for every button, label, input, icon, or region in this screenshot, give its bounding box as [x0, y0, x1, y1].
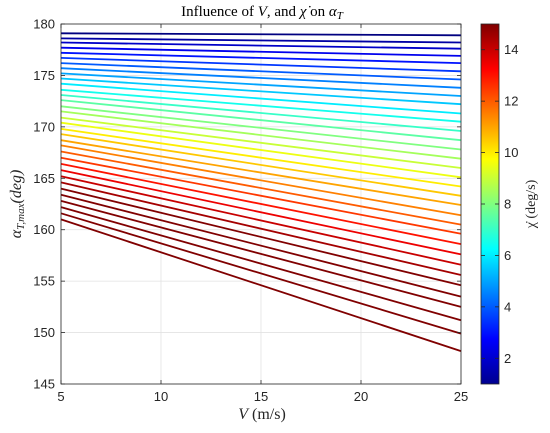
y-ticks: 145 150 155 160 165 170 175 180: [33, 17, 461, 392]
series-line-4: [60, 51, 462, 64]
series-line-24: [60, 163, 462, 245]
series-line-7: [60, 67, 462, 89]
y-tick-label: 165: [33, 171, 55, 186]
x-tick-label: 20: [354, 389, 368, 404]
colorbar-tick-label: 8: [504, 197, 511, 212]
series-line-20: [60, 139, 462, 206]
series-line-17: [60, 121, 462, 179]
series-line-26: [60, 175, 462, 266]
series-line-32: [60, 212, 462, 335]
series-line-12: [60, 94, 462, 132]
series-line-21: [60, 144, 462, 217]
x-ticks: 5 10 15 20 25: [57, 24, 468, 404]
colorbar-tick-label: 6: [504, 248, 511, 263]
y-tick-label: 145: [33, 377, 55, 392]
series-line-31: [60, 206, 462, 322]
chart-title: Influence of V, and χ̇ on αT: [181, 4, 344, 22]
y-tick-label: 180: [33, 17, 55, 32]
series-line-6: [60, 62, 462, 81]
colorbar-label: χ̇ (deg/s): [524, 179, 539, 229]
colorbar-tick-label: 4: [504, 299, 511, 314]
series-line-2: [60, 41, 462, 50]
series-line-3: [60, 46, 462, 57]
colorbar-tick-label: 12: [504, 94, 518, 109]
y-tick-label: 155: [33, 274, 55, 289]
y-axis-label: αT,max(deg): [8, 170, 27, 239]
series-line-9: [60, 77, 462, 106]
series-line-14: [60, 105, 462, 151]
series-line-8: [60, 72, 462, 97]
colorbar-tick-label: 14: [504, 42, 518, 57]
colorbar-tick-label: 2: [504, 351, 511, 366]
x-tick-label: 15: [254, 389, 268, 404]
series-line-30: [60, 200, 462, 308]
x-tick-label: 25: [454, 389, 468, 404]
y-tick-label: 170: [33, 119, 55, 134]
x-axis-label: V (m/s): [238, 406, 286, 423]
colorbar-ticks: 2 4 6 8 10 12 14: [481, 42, 518, 366]
x-tick-label: 10: [154, 389, 168, 404]
x-tick-label: 5: [57, 389, 64, 404]
series-line-27: [60, 181, 462, 276]
series-line-11: [60, 88, 462, 123]
series-line-22: [60, 150, 462, 226]
series-line-16: [60, 116, 462, 169]
series-line-18: [60, 128, 462, 188]
series-line-23: [60, 156, 462, 235]
colorbar-tick-label: 10: [504, 145, 518, 160]
series-line-10: [60, 82, 462, 115]
y-tick-label: 160: [33, 222, 55, 237]
series-line-15: [60, 110, 462, 160]
series-lines: [60, 32, 462, 352]
series-line-25: [60, 169, 462, 256]
series-line-0: [60, 32, 462, 37]
series-line-29: [60, 193, 462, 298]
y-tick-label: 150: [33, 325, 55, 340]
series-line-13: [60, 99, 462, 142]
series-line-33: [60, 218, 462, 352]
series-line-5: [60, 57, 462, 73]
series-line-28: [60, 187, 462, 287]
series-line-1: [60, 37, 462, 44]
series-line-19: [60, 133, 462, 197]
y-tick-label: 175: [33, 68, 55, 83]
